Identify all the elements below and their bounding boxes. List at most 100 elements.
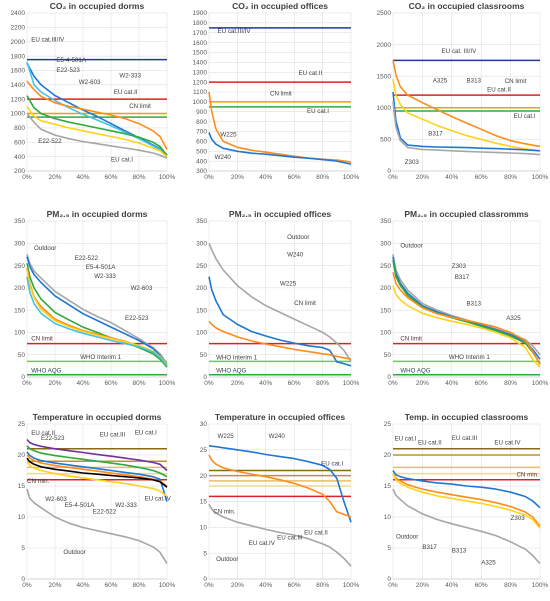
series-line-2 <box>208 132 352 165</box>
y-tick-label: 300 <box>196 168 207 175</box>
annotation-label: E22-523 <box>56 67 80 74</box>
chart-title: Temperature in occupied dorms <box>33 412 162 422</box>
x-tick-label: 60% <box>104 174 117 181</box>
y-tick-label: 25 <box>18 421 26 428</box>
x-tick-label: 100% <box>159 174 176 181</box>
series-line-2 <box>392 79 541 152</box>
annotation-label: EU cat.III <box>100 431 126 438</box>
series-line-1 <box>392 470 541 509</box>
x-tick-label: 60% <box>104 380 117 387</box>
y-tick-label: 1400 <box>193 60 208 67</box>
x-tick-label: 20% <box>231 174 244 181</box>
x-tick-label: 100% <box>343 380 360 387</box>
y-tick-label: 0 <box>21 576 25 583</box>
y-tick-label: 25 <box>384 421 392 428</box>
annotation-label: A325 <box>481 560 496 567</box>
annotation-label: WHO Interim 1 <box>449 354 490 361</box>
y-tick-label: 50 <box>200 352 208 359</box>
series-line-2 <box>26 61 168 158</box>
y-tick-label: 15 <box>18 483 26 490</box>
annotation-label: CN limit <box>400 335 422 342</box>
chart-title: PM₂.₅ in occupied classromms <box>404 209 529 219</box>
x-tick-label: 40% <box>76 380 89 387</box>
annotation-label: EU cat.IV <box>249 540 276 547</box>
y-tick-label: 2500 <box>377 10 392 17</box>
annotation-label: EU cat.III <box>452 435 478 442</box>
x-tick-label: 20% <box>48 380 61 387</box>
series-line-3 <box>26 80 168 150</box>
y-tick-label: 0 <box>387 576 391 583</box>
x-tick-label: 100% <box>343 174 360 181</box>
series-line-4 <box>392 488 541 565</box>
x-tick-label: 0% <box>204 582 214 589</box>
x-tick-label: 60% <box>288 174 301 181</box>
x-tick-label: 100% <box>532 174 549 181</box>
annotation-label: W2-603 <box>79 79 101 86</box>
annotation-label: EU cat.II <box>114 89 138 96</box>
annotation-label: EU cat.I <box>394 436 416 443</box>
annotation-label: W225 <box>280 281 297 288</box>
x-tick-label: 80% <box>504 582 517 589</box>
chart-title: CO₂ in occupied offices <box>232 1 328 11</box>
x-tick-label: 80% <box>316 380 329 387</box>
annotation-label: W240 <box>269 433 286 440</box>
y-tick-label: 0 <box>203 374 207 381</box>
y-tick-label: 1200 <box>11 96 26 103</box>
y-tick-label: 300 <box>380 240 391 247</box>
x-tick-label: 0% <box>388 582 398 589</box>
y-tick-label: 100 <box>14 330 25 337</box>
y-tick-label: 0 <box>203 576 207 583</box>
x-tick-label: 80% <box>316 174 329 181</box>
y-tick-label: 1000 <box>377 105 392 112</box>
chart-panel-1: CO₂ in occupied dorms 200 400 600 800 1000 120… <box>11 1 176 181</box>
annotation-label: CN min. <box>213 508 236 515</box>
y-tick-label: 1000 <box>11 111 26 118</box>
y-tick-label: 1000 <box>193 99 208 106</box>
annotation-label: E22-522 <box>75 255 99 262</box>
series-line-1 <box>26 438 168 472</box>
series-line-2 <box>26 445 168 478</box>
x-tick-label: 100% <box>159 380 176 387</box>
y-tick-label: 15 <box>384 483 392 490</box>
annotation-label: CN min. <box>27 478 50 485</box>
series-line-3 <box>208 503 352 567</box>
series-line-3 <box>392 91 541 152</box>
series-line-6 <box>26 112 168 159</box>
chart-title: Temperature in occupied offices <box>215 412 345 422</box>
y-tick-label: 500 <box>196 148 207 155</box>
annotation-label: E22-522 <box>38 138 62 145</box>
annotation-label: B313 <box>452 547 467 554</box>
y-tick-label: 1600 <box>11 68 26 75</box>
annotation-label: EU cat.III/IV <box>218 28 252 35</box>
x-tick-label: 0% <box>388 380 398 387</box>
y-tick-label: 0 <box>21 374 25 381</box>
annotation-label: EU cat.III/IV <box>31 37 65 44</box>
annotation-label: W225 <box>218 433 235 440</box>
y-tick-label: 150 <box>380 307 391 314</box>
series-line-3 <box>392 473 541 529</box>
annotation-label: W2-333 <box>115 502 137 509</box>
series-line-7 <box>26 488 168 564</box>
series-line-2 <box>208 276 352 367</box>
x-tick-label: 60% <box>475 582 488 589</box>
annotation-label: W225 <box>220 131 237 138</box>
annotation-label: EU cat. III/IV <box>442 48 478 55</box>
series-line-3 <box>26 263 168 368</box>
annotation-label: B317 <box>428 131 443 138</box>
x-tick-label: 40% <box>259 380 272 387</box>
x-tick-label: 80% <box>132 380 145 387</box>
y-tick-label: 500 <box>380 137 391 144</box>
y-tick-label: 1800 <box>193 20 208 27</box>
y-tick-label: 200 <box>14 285 25 292</box>
x-tick-label: 0% <box>22 380 32 387</box>
series-line-4 <box>392 272 541 365</box>
annotation-label: Z303 <box>452 263 467 270</box>
chart-panel-4: PM₂.₅ in occupied dorms 0 50 100 150 200 250 30… <box>14 209 175 387</box>
series-line-5 <box>392 285 541 368</box>
y-tick-label: 1800 <box>11 53 26 60</box>
x-tick-label: 40% <box>445 582 458 589</box>
y-tick-label: 20 <box>384 452 392 459</box>
series-line-5 <box>26 457 168 488</box>
x-tick-label: 40% <box>445 174 458 181</box>
x-tick-label: 80% <box>132 174 145 181</box>
